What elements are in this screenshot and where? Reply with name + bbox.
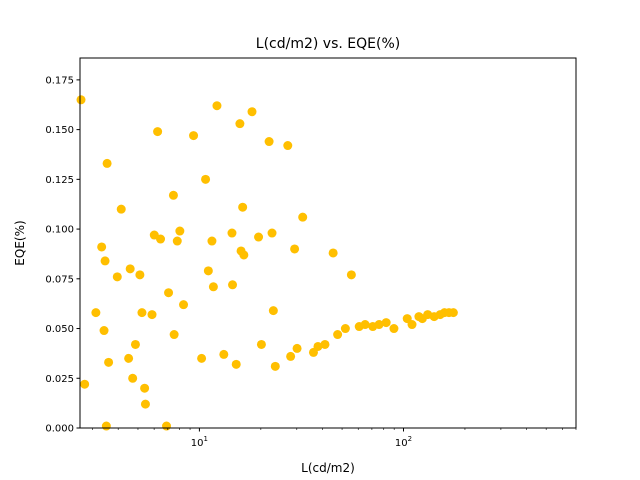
y-tick-label: 0.100 bbox=[45, 225, 74, 236]
data-point bbox=[125, 264, 135, 274]
data-point bbox=[91, 308, 101, 318]
x-axis-label: L(cd/m2) bbox=[301, 461, 355, 475]
data-point bbox=[153, 127, 163, 137]
data-point bbox=[168, 190, 178, 200]
data-point bbox=[381, 318, 391, 328]
data-point bbox=[333, 330, 343, 340]
data-point bbox=[313, 341, 323, 351]
data-point bbox=[346, 270, 356, 280]
data-point bbox=[227, 228, 237, 238]
data-point bbox=[128, 373, 138, 383]
data-point bbox=[97, 242, 107, 252]
y-tick-label: 0.150 bbox=[45, 125, 74, 136]
data-point bbox=[140, 399, 150, 409]
data-point bbox=[254, 232, 264, 242]
data-point bbox=[208, 282, 218, 292]
data-point bbox=[116, 204, 126, 214]
data-point bbox=[340, 324, 350, 334]
data-point bbox=[203, 266, 213, 276]
data-point bbox=[231, 359, 241, 369]
data-point bbox=[402, 314, 412, 324]
data-point bbox=[156, 234, 166, 244]
data-point bbox=[264, 137, 274, 147]
data-point bbox=[320, 339, 330, 349]
data-point bbox=[407, 320, 417, 330]
data-point bbox=[76, 95, 86, 105]
data-point bbox=[212, 101, 222, 111]
data-point bbox=[104, 357, 114, 367]
data-point bbox=[256, 339, 266, 349]
data-point bbox=[164, 288, 174, 298]
y-axis-ticks: 0.000 0.025 0.050 0.075 0.100 0.125 0.150 0.175 bbox=[45, 75, 80, 435]
data-point bbox=[172, 236, 182, 246]
data-point bbox=[283, 141, 293, 151]
data-point bbox=[175, 226, 185, 236]
data-point bbox=[99, 326, 109, 336]
data-point bbox=[228, 280, 238, 290]
data-point bbox=[101, 421, 111, 431]
data-point bbox=[290, 244, 300, 254]
data-point bbox=[137, 308, 147, 318]
data-point bbox=[235, 119, 245, 129]
data-point bbox=[112, 272, 122, 282]
data-point bbox=[292, 343, 302, 353]
data-point bbox=[448, 308, 458, 318]
data-point bbox=[268, 306, 278, 316]
y-tick-label: 0.125 bbox=[45, 175, 74, 186]
data-point bbox=[147, 310, 157, 320]
data-point bbox=[389, 324, 399, 334]
data-point bbox=[140, 383, 150, 393]
data-point bbox=[197, 353, 207, 363]
data-point bbox=[247, 107, 257, 117]
y-tick-label: 0.175 bbox=[45, 75, 74, 86]
data-point bbox=[189, 131, 199, 141]
data-point bbox=[201, 174, 211, 184]
data-point bbox=[374, 320, 384, 330]
y-tick-label: 0.025 bbox=[45, 374, 74, 385]
x-axis-ticks: 101 102 bbox=[92, 428, 577, 449]
data-point bbox=[162, 421, 172, 431]
data-point bbox=[135, 270, 145, 280]
y-tick-label: 0.000 bbox=[45, 424, 74, 435]
data-point bbox=[130, 339, 140, 349]
data-point bbox=[80, 379, 90, 389]
data-point bbox=[124, 353, 134, 363]
data-point bbox=[100, 256, 110, 266]
data-point bbox=[270, 361, 280, 371]
data-point bbox=[102, 158, 112, 168]
data-points bbox=[76, 95, 458, 431]
x-tick-label: 102 bbox=[395, 435, 412, 449]
data-point bbox=[207, 236, 217, 246]
data-point bbox=[298, 212, 308, 222]
y-axis-label: EQE(%) bbox=[13, 220, 27, 265]
y-tick-label: 0.075 bbox=[45, 274, 74, 285]
chart-title: L(cd/m2) vs. EQE(%) bbox=[256, 36, 400, 52]
y-tick-label: 0.050 bbox=[45, 324, 74, 335]
data-point bbox=[238, 202, 248, 212]
x-tick-label: 101 bbox=[191, 435, 208, 449]
data-point bbox=[169, 330, 179, 340]
data-point bbox=[239, 250, 249, 260]
data-point bbox=[360, 320, 370, 330]
data-point bbox=[179, 300, 189, 310]
data-point bbox=[286, 351, 296, 361]
data-point bbox=[219, 349, 229, 359]
plot-frame bbox=[79, 57, 577, 429]
data-point bbox=[328, 248, 338, 258]
data-point bbox=[267, 228, 277, 238]
